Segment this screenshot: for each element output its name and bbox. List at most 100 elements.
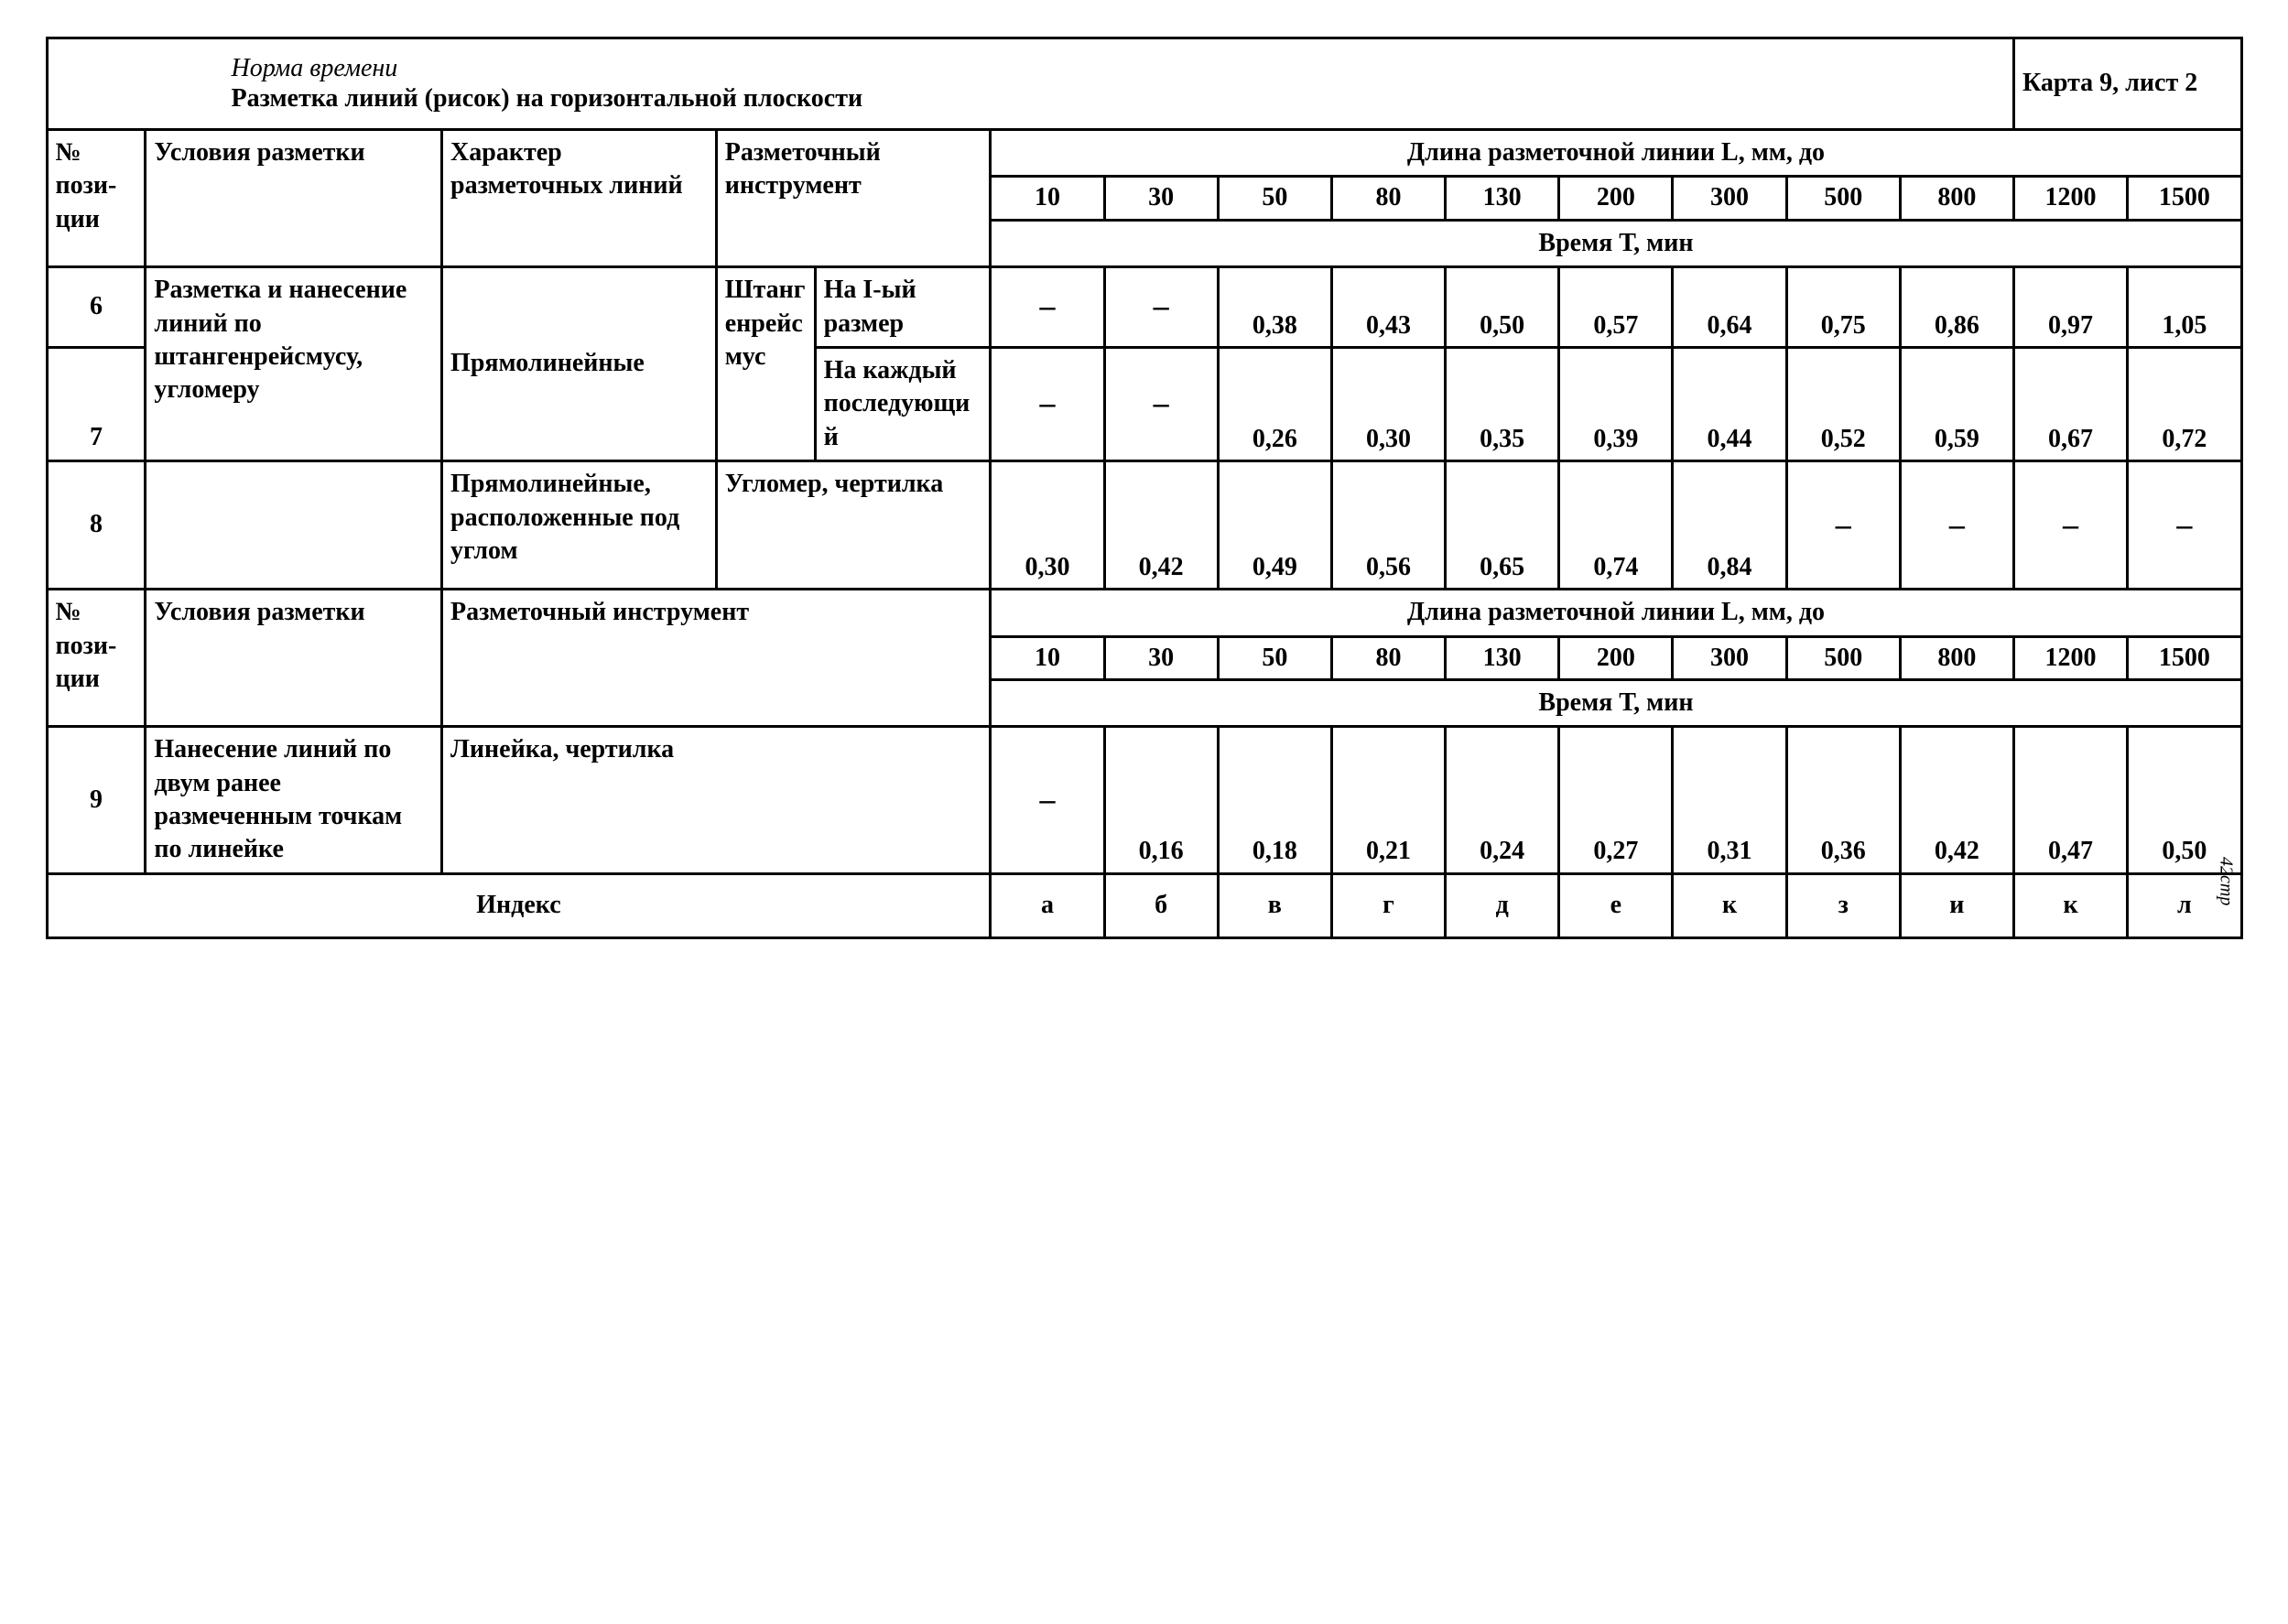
hdr-len-caption: Длина разметочной линии L, мм, до	[991, 130, 2241, 177]
index-letter: з	[1786, 873, 1900, 937]
pos-cell: 7	[47, 347, 146, 460]
tool-cell: Линейка, чертилка	[442, 727, 991, 874]
hdr2-col: 300	[1673, 636, 1786, 679]
hdr2-col: 130	[1446, 636, 1559, 679]
hdr2-col: 200	[1559, 636, 1673, 679]
index-letter: в	[1218, 873, 1331, 937]
val-cell: 0,38	[1218, 267, 1331, 348]
index-letter: к	[2013, 873, 2127, 937]
val-cell: 0,27	[1559, 727, 1673, 874]
hdr2-col: 1200	[2013, 636, 2127, 679]
val-cell: 0,39	[1559, 347, 1673, 460]
hdr-col: 10	[991, 177, 1104, 220]
hdr-col: 1500	[2128, 177, 2241, 220]
index-label: Индекс	[47, 873, 991, 937]
hdr2-len-caption: Длина разметочной линии L, мм, до	[991, 590, 2241, 636]
hdr-col: 800	[1900, 177, 2013, 220]
tool-b-cell: На каждый последующий	[815, 347, 991, 460]
hdr-pos: № пози-ции	[47, 130, 146, 267]
hdr2-pos: № пози-ции	[47, 590, 146, 727]
val-cell: –	[1900, 461, 2013, 590]
index-row: Индекс а б в г д е к з и к л 42стр	[47, 873, 2241, 937]
val-cell: 0,42	[1900, 727, 2013, 874]
index-letter: и	[1900, 873, 2013, 937]
val-cell: –	[991, 347, 1104, 460]
val-cell: 0,18	[1218, 727, 1331, 874]
val-cell: 0,86	[1900, 267, 2013, 348]
val-cell: –	[2013, 461, 2127, 590]
card-label: Карта 9, лист 2	[2013, 38, 2241, 130]
val-cell: 0,84	[1673, 461, 1786, 590]
index-letter: д	[1446, 873, 1559, 937]
val-cell: –	[991, 727, 1104, 874]
val-cell: 0,21	[1331, 727, 1445, 874]
header2-row1: № пози-ции Условия разметки Разметочный …	[47, 590, 2241, 636]
val-cell: 0,74	[1559, 461, 1673, 590]
val-cell: 0,75	[1786, 267, 1900, 348]
title-handwritten: Норма времени	[232, 52, 2005, 85]
index-letter: л	[2177, 891, 2192, 919]
hdr-cond: Условия разметки	[146, 130, 442, 267]
data-row-9: 9 Нанесение линий по двум ранее размечен…	[47, 727, 2241, 874]
index-letter: б	[1104, 873, 1218, 937]
val-cell: 0,49	[1218, 461, 1331, 590]
val-cell: 0,31	[1673, 727, 1786, 874]
header1-row1: № пози-ции Условия разметки Характер раз…	[47, 130, 2241, 177]
side-note: 42стр	[2215, 857, 2239, 905]
val-cell: 0,30	[991, 461, 1104, 590]
val-cell: 0,47	[2013, 727, 2127, 874]
hdr-col: 50	[1218, 177, 1331, 220]
main-table: Норма времени Разметка линий (рисок) на …	[46, 37, 2243, 939]
hdr2-col: 1500	[2128, 636, 2241, 679]
val-cell: 0,67	[2013, 347, 2127, 460]
hdr-col: 300	[1673, 177, 1786, 220]
hdr-tool: Разметочный инструмент	[716, 130, 991, 267]
val-cell: 0,65	[1446, 461, 1559, 590]
val-cell: 0,30	[1331, 347, 1445, 460]
val-cell: 0,97	[2013, 267, 2127, 348]
val-cell: 0,52	[1786, 347, 1900, 460]
char-cell: Прямолинейные, расположенные под углом	[442, 461, 717, 590]
val-cell: 0,56	[1331, 461, 1445, 590]
cond-cell: Разметка и нанесение линий по штангенрей…	[146, 267, 442, 461]
pos-cell: 9	[47, 727, 146, 874]
title-main: Разметка линий (рисок) на горизонтальной…	[232, 84, 863, 113]
data-row-8: 8 Прямолинейные, расположенные под углом…	[47, 461, 2241, 590]
hdr-col: 130	[1446, 177, 1559, 220]
val-cell: 0,24	[1446, 727, 1559, 874]
index-letter: е	[1559, 873, 1673, 937]
hdr-col: 200	[1559, 177, 1673, 220]
val-cell: –	[1786, 461, 1900, 590]
cond-cell	[146, 461, 442, 590]
page: Норма времени Разметка линий (рисок) на …	[46, 37, 2243, 939]
hdr-time-caption: Время Т, мин	[991, 220, 2241, 266]
hdr2-col: 800	[1900, 636, 2013, 679]
hdr-col: 1200	[2013, 177, 2127, 220]
hdr-col: 80	[1331, 177, 1445, 220]
hdr-col: 30	[1104, 177, 1218, 220]
hdr2-col: 10	[991, 636, 1104, 679]
val-cell: 0,36	[1786, 727, 1900, 874]
index-letter-last: л 42стр	[2128, 873, 2241, 937]
val-cell: –	[2128, 461, 2241, 590]
hdr2-col: 30	[1104, 636, 1218, 679]
val-cell: 0,43	[1331, 267, 1445, 348]
val-cell: 0,50	[2128, 727, 2241, 874]
val-cell: 0,57	[1559, 267, 1673, 348]
val-cell: –	[991, 267, 1104, 348]
hdr-col: 500	[1786, 177, 1900, 220]
val-cell: 0,44	[1673, 347, 1786, 460]
hdr2-tool: Разметочный инструмент	[442, 590, 991, 727]
val-cell: 0,26	[1218, 347, 1331, 460]
index-letter: к	[1673, 873, 1786, 937]
char-cell: Прямолинейные	[442, 267, 717, 461]
val-cell: 0,50	[1446, 267, 1559, 348]
title-cell: Норма времени Разметка линий (рисок) на …	[47, 38, 2013, 130]
cond-cell: Нанесение линий по двум ранее размеченны…	[146, 727, 442, 874]
val-cell: 0,59	[1900, 347, 2013, 460]
hdr-char: Характер разметочных линий	[442, 130, 717, 267]
hdr2-time-caption: Время Т, мин	[991, 679, 2241, 726]
data-row-6: 6 Разметка и нанесение линий по штангенр…	[47, 267, 2241, 348]
pos-cell: 8	[47, 461, 146, 590]
val-cell: 0,42	[1104, 461, 1218, 590]
